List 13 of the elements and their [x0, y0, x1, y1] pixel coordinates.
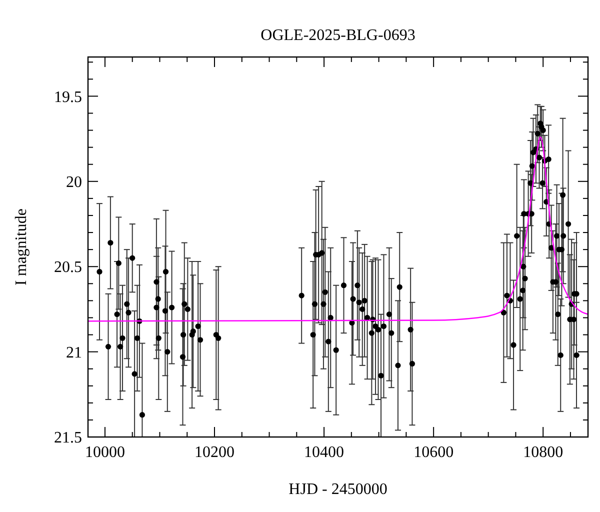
- x-tick-label: 10000: [84, 444, 125, 461]
- y-tick-label: 21.5: [54, 430, 82, 447]
- x-tick-label: 10200: [194, 444, 235, 461]
- y-tick-label: 21: [66, 344, 82, 362]
- chart-title: OGLE-2025-BLG-0693: [260, 27, 416, 44]
- y-tick-label: 19.5: [54, 88, 82, 106]
- y-axis-title: I magnitude: [13, 208, 30, 286]
- y-tick-label: 20.5: [54, 259, 82, 276]
- x-tick-label: 10400: [304, 444, 344, 461]
- x-tick-label: 10600: [414, 444, 454, 461]
- x-tick-label: 10800: [523, 444, 564, 461]
- y-tick-label: 20: [66, 174, 82, 191]
- x-axis-title: HJD - 2450000: [288, 481, 388, 498]
